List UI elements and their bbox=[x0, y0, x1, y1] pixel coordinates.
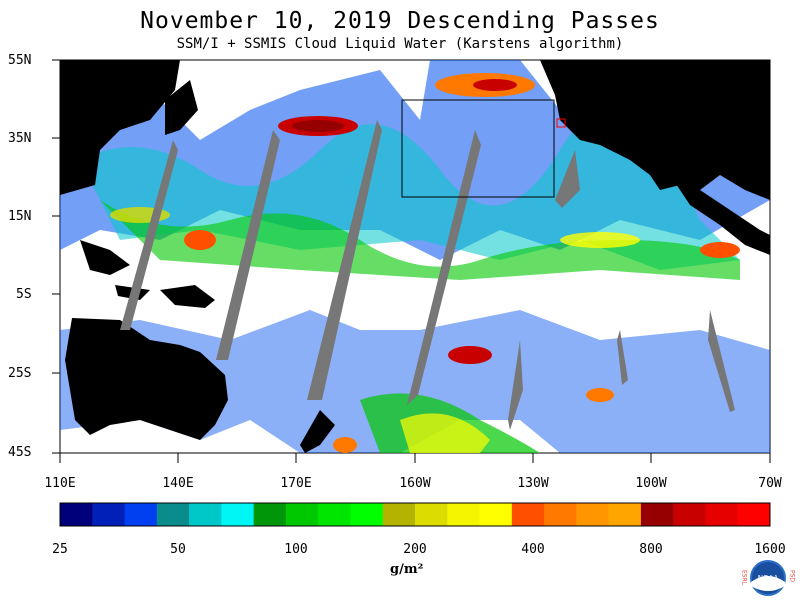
logo-left-letters: ESRL bbox=[741, 570, 748, 586]
colorbar-swatch bbox=[737, 503, 771, 526]
lat-label-15n: 15N bbox=[8, 209, 32, 224]
colorbar-label-800: 800 bbox=[639, 542, 663, 557]
colorbar-swatch bbox=[221, 503, 255, 526]
colorbar-swatch bbox=[640, 503, 674, 526]
colorbar-swatch bbox=[673, 503, 706, 526]
lon-label-140e: 140E bbox=[162, 476, 194, 491]
colorbar-swatch bbox=[705, 503, 739, 526]
colorbar-label-50: 50 bbox=[170, 542, 186, 557]
colorbar-swatch bbox=[382, 503, 416, 526]
land-masses bbox=[60, 60, 770, 453]
colorbar-swatch bbox=[60, 503, 93, 526]
lon-label-70w: 70W bbox=[758, 476, 782, 491]
colorbar-swatch bbox=[544, 503, 577, 526]
colorbar-label-100: 100 bbox=[284, 542, 308, 557]
logo-right-letters: PSD bbox=[789, 570, 796, 582]
lon-label-110e: 110E bbox=[44, 476, 76, 491]
colorbar-swatch bbox=[285, 503, 319, 526]
colorbar-label-200: 200 bbox=[403, 542, 427, 557]
lon-label-100w: 100W bbox=[635, 476, 667, 491]
logo-center-text: NOAA bbox=[758, 574, 779, 582]
colorbar-label-1600: 1600 bbox=[754, 542, 786, 557]
colorbar-swatch bbox=[447, 503, 481, 526]
marker-box bbox=[556, 118, 566, 128]
colorbar-swatch bbox=[479, 503, 513, 526]
colorbar-swatch bbox=[576, 503, 610, 526]
lat-label-55n: 55N bbox=[8, 53, 32, 68]
lat-label-25s: 25S bbox=[8, 366, 32, 381]
swath-gaps bbox=[120, 120, 735, 430]
colorbar-swatch bbox=[511, 503, 545, 526]
map-subtitle: SSM/I + SSMIS Cloud Liquid Water (Karste… bbox=[176, 36, 624, 52]
colorbar-swatch bbox=[350, 503, 384, 526]
colorbar-swatch bbox=[415, 503, 448, 526]
colorbar-units: g/m² bbox=[390, 562, 424, 577]
map-title: November 10, 2019 Descending Passes bbox=[140, 8, 660, 34]
colorbar-swatch bbox=[156, 503, 190, 526]
noaa-logo: NOAA ESRL PSD bbox=[741, 560, 796, 596]
colorbar bbox=[60, 503, 771, 526]
colorbar-swatch bbox=[189, 503, 222, 526]
colorbar-swatch bbox=[92, 503, 126, 526]
colorbar-label-25: 25 bbox=[52, 542, 68, 557]
lon-label-130w: 130W bbox=[517, 476, 549, 491]
colorbar-swatch bbox=[318, 503, 351, 526]
colorbar-swatch bbox=[608, 503, 642, 526]
axis-ticks bbox=[52, 59, 771, 463]
lat-label-45s: 45S bbox=[8, 445, 32, 460]
colorbar-swatch bbox=[253, 503, 287, 526]
region-box bbox=[401, 99, 555, 198]
lon-label-170e: 170E bbox=[280, 476, 312, 491]
lat-label-35n: 35N bbox=[8, 131, 32, 146]
colorbar-swatch bbox=[124, 503, 158, 526]
colorbar-label-400: 400 bbox=[521, 542, 545, 557]
lon-label-160w: 160W bbox=[399, 476, 431, 491]
lat-label-5s: 5S bbox=[16, 287, 32, 302]
